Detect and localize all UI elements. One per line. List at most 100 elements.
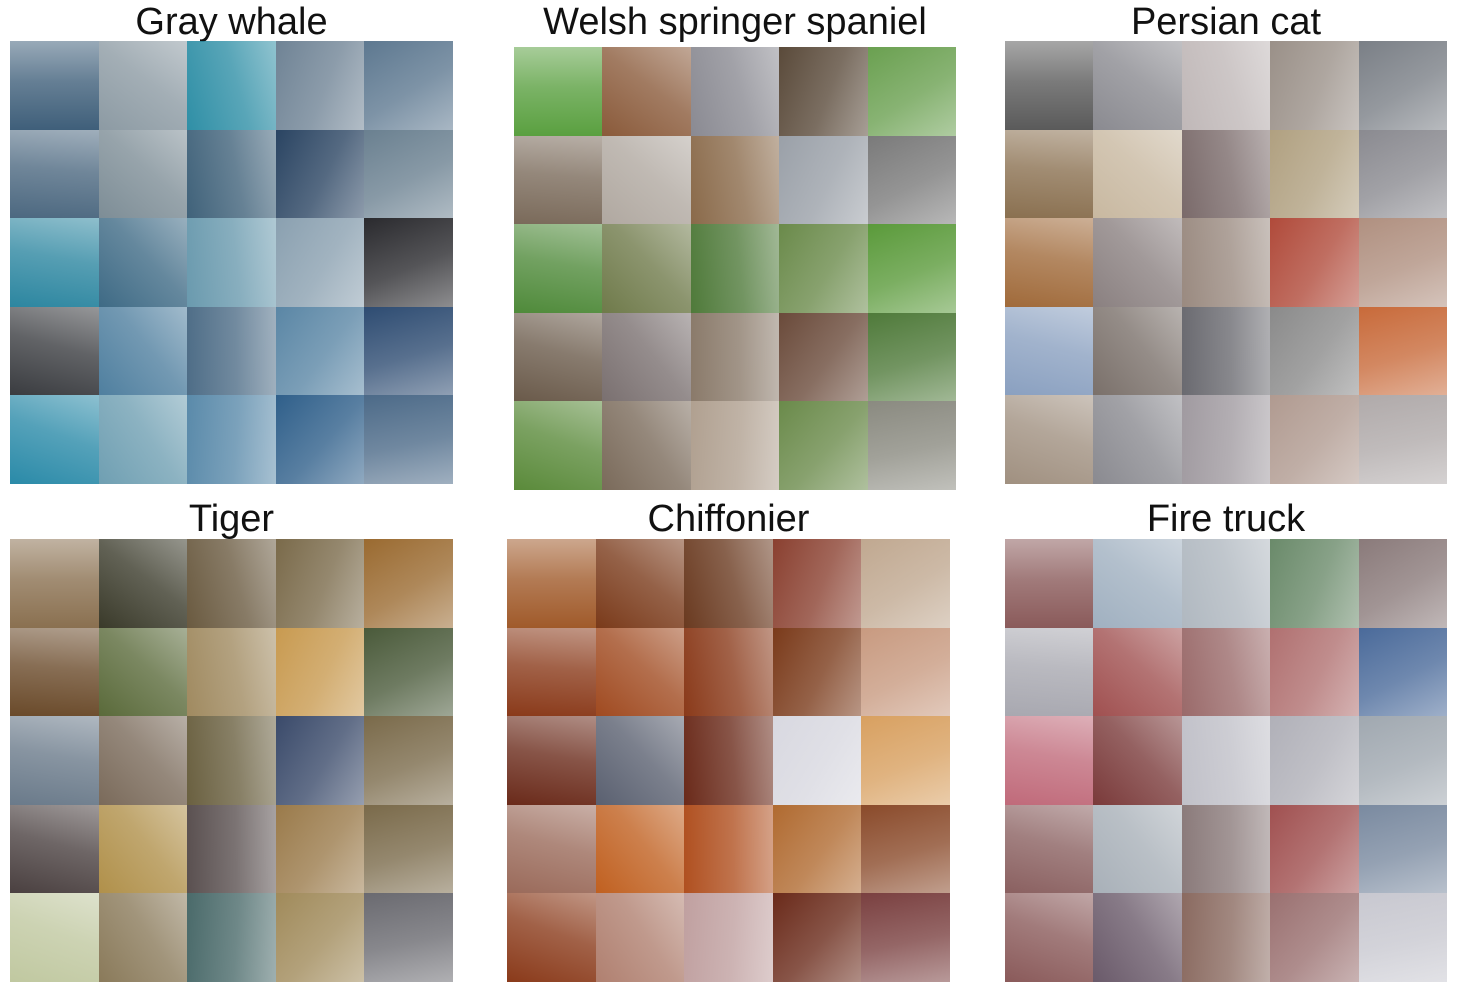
sample-image-tile <box>1181 716 1271 805</box>
sample-image-tile <box>1358 716 1447 805</box>
sample-image-tile <box>1005 306 1094 396</box>
sample-image-tile <box>690 135 780 225</box>
sample-image-tile <box>602 135 691 225</box>
sample-image-tile <box>1181 41 1271 130</box>
sample-image-tile <box>275 627 365 717</box>
panel-title: Chiffonier <box>647 498 810 540</box>
sample-image-tile <box>10 395 99 484</box>
sample-image-tile <box>98 804 188 894</box>
sample-image-tile <box>187 539 276 628</box>
sample-image-tile <box>10 306 99 396</box>
sample-image-tile <box>275 129 365 219</box>
sample-image-tile <box>690 224 780 313</box>
image-grid <box>514 47 956 490</box>
sample-image-tile <box>1093 627 1182 717</box>
panel-title: Tiger <box>188 498 275 540</box>
sample-image-tile <box>1005 129 1094 219</box>
sample-image-tile <box>690 312 780 402</box>
sample-image-tile <box>187 218 276 307</box>
sample-image-tile <box>779 401 868 490</box>
sample-image-tile <box>684 627 773 717</box>
sample-image-tile <box>1270 804 1359 894</box>
sample-image-tile <box>1358 804 1447 894</box>
sample-image-tile <box>1093 716 1182 805</box>
sample-image-tile <box>1005 395 1094 484</box>
sample-image-tile <box>1358 41 1447 130</box>
sample-image-tile <box>1181 893 1271 982</box>
sample-image-tile <box>1093 539 1182 628</box>
sample-image-tile <box>98 41 188 130</box>
sample-image-tile <box>772 627 862 717</box>
sample-image-tile <box>98 306 188 396</box>
sample-image-tile <box>779 135 868 225</box>
sample-image-tile <box>1181 395 1271 484</box>
sample-image-tile <box>867 224 956 313</box>
sample-image-tile <box>364 539 453 628</box>
sample-image-tile <box>364 306 453 396</box>
sample-image-tile <box>275 306 365 396</box>
sample-image-tile <box>10 804 99 894</box>
sample-image-tile <box>1270 41 1359 130</box>
image-grid <box>1005 539 1447 982</box>
image-grid <box>10 539 453 982</box>
sample-image-tile <box>10 218 99 307</box>
panel-welsh-springer-spaniel: Welsh springer spaniel <box>514 0 956 490</box>
sample-image-tile <box>1005 627 1094 717</box>
sample-image-tile <box>1358 218 1447 307</box>
panel-title: Welsh springer spaniel <box>543 1 927 43</box>
sample-image-tile <box>507 716 596 805</box>
sample-image-tile <box>10 41 99 130</box>
sample-image-tile <box>1358 395 1447 484</box>
sample-image-tile <box>364 218 453 307</box>
sample-image-tile <box>684 804 773 894</box>
sample-image-tile <box>602 224 691 313</box>
sample-image-tile <box>867 135 956 225</box>
sample-image-tile <box>1093 306 1182 396</box>
sample-image-tile <box>98 716 188 805</box>
sample-image-tile <box>690 401 780 490</box>
sample-image-tile <box>1358 893 1447 982</box>
sample-image-tile <box>187 306 276 396</box>
sample-image-tile <box>364 893 453 982</box>
sample-image-tile <box>1270 539 1359 628</box>
sample-image-tile <box>1270 716 1359 805</box>
sample-image-tile <box>1005 539 1094 628</box>
sample-image-tile <box>861 804 950 894</box>
sample-image-tile <box>187 129 276 219</box>
sample-image-tile <box>1181 129 1271 219</box>
sample-image-tile <box>514 312 603 402</box>
sample-image-tile <box>187 395 276 484</box>
sample-image-tile <box>1358 129 1447 219</box>
sample-image-tile <box>861 716 950 805</box>
sample-image-tile <box>275 893 365 982</box>
sample-image-tile <box>772 893 862 982</box>
sample-image-tile <box>275 716 365 805</box>
sample-image-tile <box>1093 218 1182 307</box>
sample-image-tile <box>275 41 365 130</box>
sample-image-tile <box>514 401 603 490</box>
sample-image-tile <box>507 539 596 628</box>
sample-image-tile <box>364 627 453 717</box>
sample-image-tile <box>684 716 773 805</box>
sample-image-tile <box>1181 539 1271 628</box>
sample-image-tile <box>595 716 685 805</box>
sample-image-tile <box>684 539 773 628</box>
sample-image-tile <box>364 804 453 894</box>
sample-image-tile <box>779 312 868 402</box>
sample-image-tile <box>1358 539 1447 628</box>
sample-image-tile <box>98 395 188 484</box>
sample-image-tile <box>1093 129 1182 219</box>
sample-image-tile <box>772 539 862 628</box>
panel-title: Gray whale <box>135 1 328 43</box>
sample-image-tile <box>187 41 276 130</box>
sample-image-tile <box>98 129 188 219</box>
sample-image-tile <box>1358 627 1447 717</box>
sample-image-tile <box>1093 395 1182 484</box>
sample-image-tile <box>187 804 276 894</box>
sample-image-tile <box>602 47 691 136</box>
sample-image-tile <box>275 539 365 628</box>
sample-image-tile <box>98 893 188 982</box>
sample-image-tile <box>1358 306 1447 396</box>
sample-image-tile <box>1181 627 1271 717</box>
sample-image-tile <box>1181 804 1271 894</box>
